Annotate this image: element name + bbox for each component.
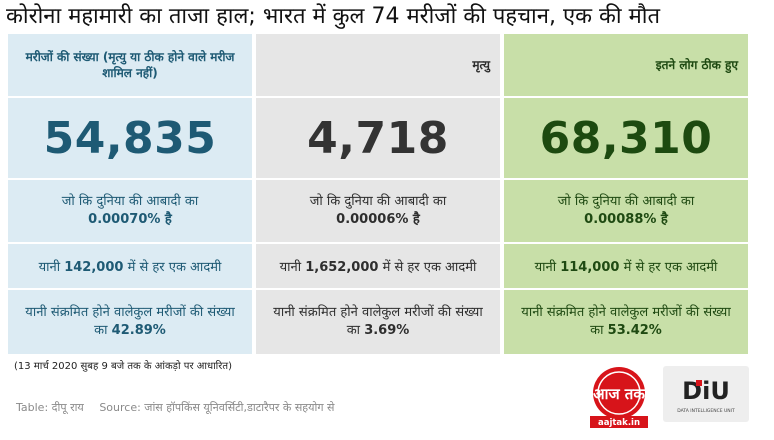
- pct-prefix: जो कि दुनिया की आबादी का: [61, 194, 199, 209]
- column-deaths: मृत्यु 4,718 जो कि दुनिया की आबादी का 0.0…: [256, 34, 500, 354]
- column-active-cases: मरीजों की संख्या (मृत्यु या ठीक होने वाल…: [8, 34, 252, 354]
- diu-logo-mark: DiU DATA INTELLIGENCE UNIT: [677, 377, 735, 414]
- ratio-suffix: में से हर एक आदमी: [127, 260, 222, 275]
- diu-logo: DiU DATA INTELLIGENCE UNIT: [663, 366, 749, 422]
- ratio-suffix: में से हर एक आदमी: [623, 260, 718, 275]
- diu-logo-text: DiU: [682, 377, 730, 405]
- one-in-ratio: यानी 1,652,000 में से हर एक आदमी: [256, 242, 500, 288]
- column-recovered: इतने लोग ठीक हुए 68,310 जो कि दुनिया की …: [504, 34, 748, 354]
- ratio-value: 142,000: [64, 260, 124, 275]
- count-value: 68,310: [504, 96, 748, 178]
- aajtak-url-text: aajtak.in: [598, 418, 640, 428]
- pct-prefix: जो कि दुनिया की आबादी का: [557, 194, 695, 209]
- world-population-share: जो कि दुनिया की आबादी का 0.00070% है: [8, 178, 252, 242]
- ratio-prefix: यानी: [38, 260, 61, 275]
- pct-prefix: जो कि दुनिया की आबादी का: [309, 194, 447, 209]
- credit-source: Source: जांस हॉपकिंस यूनिवर्सिटी,डाटारैप…: [99, 401, 335, 414]
- one-in-ratio: यानी 114,000 में से हर एक आदमी: [504, 242, 748, 288]
- pct-value: 0.00006% है: [336, 212, 420, 227]
- total-cases-share: यानी संक्रमित होने वालेकुल मरीजों की संख…: [8, 288, 252, 354]
- world-population-share: जो कि दुनिया की आबादी का 0.00088% है: [504, 178, 748, 242]
- stats-table: मरीजों की संख्या (मृत्यु या ठीक होने वाल…: [8, 34, 748, 354]
- ratio-suffix: में से हर एक आदमी: [382, 260, 477, 275]
- aajtak-logo-text: आज तक: [593, 385, 646, 403]
- data-note: (13 मार्च 2020 सुबह 9 बजे तक के आंकड़ो प…: [14, 361, 232, 372]
- share-value: 42.89%: [111, 323, 166, 338]
- ratio-value: 114,000: [560, 260, 620, 275]
- share-value: 3.69%: [364, 323, 410, 338]
- count-value: 4,718: [256, 96, 500, 178]
- total-cases-share: यानी संक्रमित होने वालेकुल मरीजों की संख…: [504, 288, 748, 354]
- pct-value: 0.00088% है: [584, 212, 668, 227]
- column-header: मरीजों की संख्या (मृत्यु या ठीक होने वाल…: [25, 50, 235, 80]
- diu-logo-subtext: DATA INTELLIGENCE UNIT: [677, 408, 735, 414]
- ratio-value: 1,652,000: [305, 260, 379, 275]
- credit-table: Table: दीपू राय: [16, 401, 84, 414]
- column-header: इतने लोग ठीक हुए: [655, 58, 738, 72]
- ratio-prefix: यानी: [534, 260, 557, 275]
- share-prefix: यानी संक्रमित होने वालेकुल मरीजों की संख…: [25, 305, 235, 338]
- count-value: 54,835: [8, 96, 252, 178]
- aajtak-logo: आज तक aajtak.in: [590, 367, 648, 428]
- total-cases-share: यानी संक्रमित होने वालेकुल मरीजों की संख…: [256, 288, 500, 354]
- share-prefix: यानी संक्रमित होने वालेकुल मरीजों की संख…: [521, 305, 731, 338]
- world-population-share: जो कि दुनिया की आबादी का 0.00006% है: [256, 178, 500, 242]
- credits: Table: दीपू राय Source: जांस हॉपकिंस यून…: [16, 400, 346, 415]
- column-header: मृत्यु: [472, 58, 490, 72]
- page-title: कोरोना महामारी का ताजा हाल; भारत में कुल…: [6, 4, 660, 29]
- ratio-prefix: यानी: [279, 260, 302, 275]
- pct-value: 0.00070% है: [88, 212, 172, 227]
- one-in-ratio: यानी 142,000 में से हर एक आदमी: [8, 242, 252, 288]
- share-prefix: यानी संक्रमित होने वालेकुल मरीजों की संख…: [273, 305, 483, 338]
- share-value: 53.42%: [607, 323, 662, 338]
